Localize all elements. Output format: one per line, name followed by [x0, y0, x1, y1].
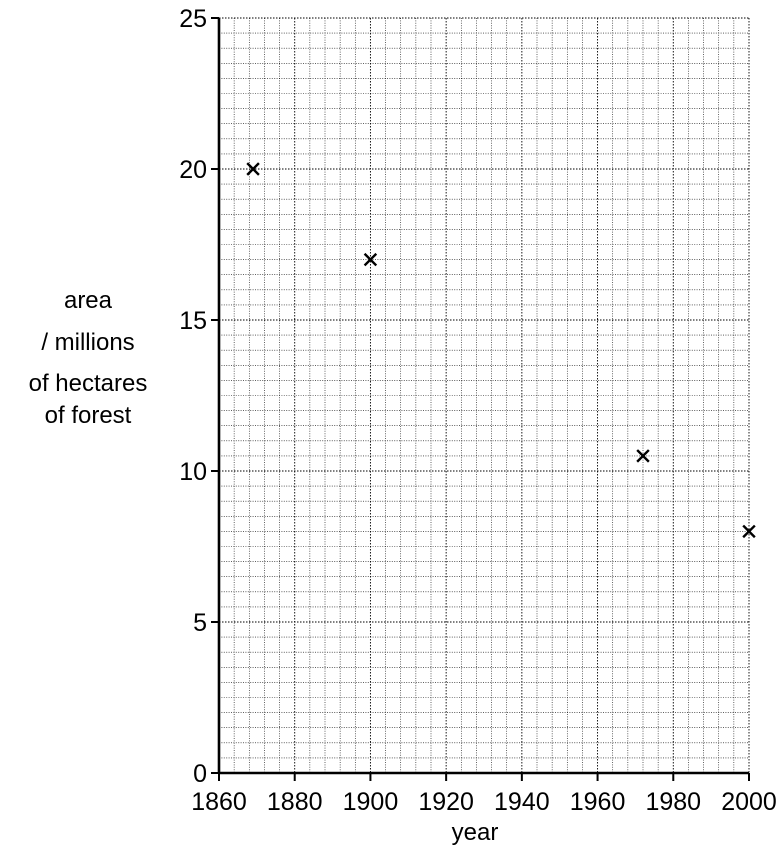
x-tick-label: 1880 [267, 788, 323, 816]
data-point-x-marker [246, 162, 260, 176]
marker-stroke [742, 524, 756, 539]
data-point-x-marker [742, 524, 756, 539]
y-tick-label: 0 [193, 760, 207, 788]
data-point-x-marker [363, 252, 378, 267]
data-point-x-marker [636, 449, 650, 463]
y-axis-title-line-3: of hectares [29, 370, 148, 397]
marker-stroke [636, 449, 650, 463]
y-axis-title: area / millions of hectares of forest [29, 287, 148, 429]
x-tick-label: 1900 [343, 788, 399, 816]
y-axis-title-line-2: / millions [41, 329, 134, 356]
y-tick-labels: 0 5 10 15 20 25 [179, 5, 207, 788]
axes [217, 18, 749, 775]
x-tick-label: 2000 [721, 788, 777, 816]
y-tick-label: 20 [179, 156, 207, 184]
ticks [211, 17, 750, 781]
marker-stroke [363, 252, 378, 267]
y-axis-title-line-1: area [64, 287, 113, 314]
x-axis-title: year [452, 819, 499, 846]
x-tick-label: 1960 [570, 788, 626, 816]
y-axis-title-line-4: of forest [45, 402, 132, 429]
data-points [246, 162, 756, 539]
x-tick-labels: 1860 1880 1900 1920 1940 1960 1980 2000 [191, 788, 777, 816]
y-tick-label: 15 [179, 307, 207, 335]
x-tick-label: 1980 [645, 788, 701, 816]
x-tick-label: 1860 [191, 788, 247, 816]
y-tick-label: 25 [179, 5, 207, 33]
y-tick-label: 5 [193, 609, 207, 637]
y-tick-label: 10 [179, 458, 207, 486]
x-tick-label: 1940 [494, 788, 550, 816]
marker-stroke [246, 162, 260, 176]
grid-major [219, 17, 750, 773]
grid-minor [219, 18, 749, 773]
x-tick-label: 1920 [418, 788, 474, 816]
